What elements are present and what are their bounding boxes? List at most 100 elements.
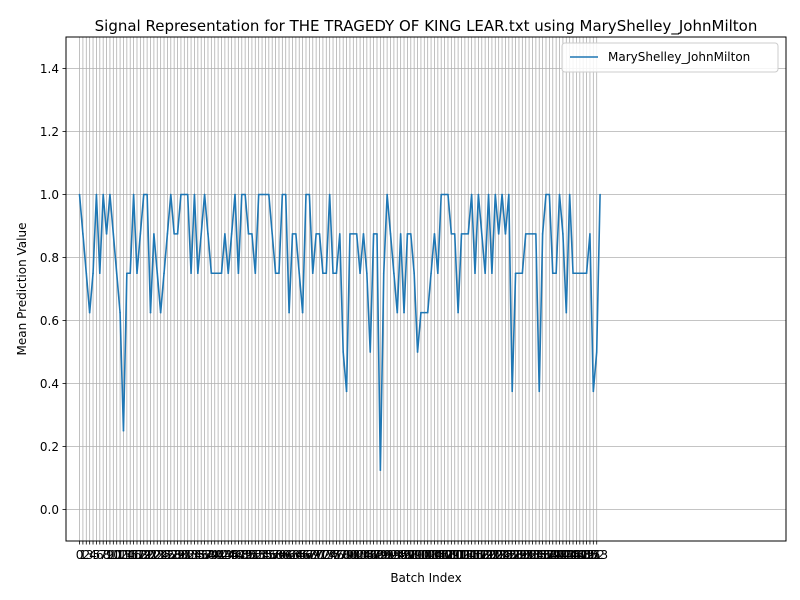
data-point xyxy=(295,233,297,235)
data-point xyxy=(146,193,148,196)
data-point xyxy=(291,233,294,235)
data-point xyxy=(220,272,223,275)
x-tick-label: 23 xyxy=(150,548,165,562)
data-point xyxy=(153,233,155,235)
data-point xyxy=(538,390,541,393)
x-tick-label: 132 xyxy=(514,548,537,562)
x-tick-label: 74 xyxy=(322,548,337,562)
x-tick-label: 44 xyxy=(221,548,236,562)
x-tick-label: 26 xyxy=(160,548,175,562)
data-point xyxy=(105,233,108,235)
x-tick-label: 96 xyxy=(396,548,411,562)
data-point xyxy=(136,272,138,275)
x-tick-label: 28 xyxy=(167,548,182,562)
x-tick-label: 146 xyxy=(562,548,585,562)
x-tick-label: 19 xyxy=(136,548,151,562)
x-tick-label: 2 xyxy=(82,548,90,562)
data-point xyxy=(163,272,165,275)
data-point xyxy=(251,233,253,235)
x-tick-label: 145 xyxy=(558,548,581,562)
data-point xyxy=(264,193,267,196)
data-point xyxy=(237,272,240,275)
x-tick-label: 153 xyxy=(585,548,608,562)
x-tick-label: 119 xyxy=(470,548,493,562)
x-tick-label: 76 xyxy=(329,548,344,562)
x-tick-label: 133 xyxy=(518,548,541,562)
x-tick-label: 33 xyxy=(183,548,198,562)
x-tick-label: 49 xyxy=(238,548,253,562)
data-point xyxy=(413,272,415,275)
data-point xyxy=(301,311,304,314)
data-point xyxy=(362,233,365,235)
data-point xyxy=(217,272,219,275)
chart-title: Signal Representation for THE TRAGEDY OF… xyxy=(95,17,758,36)
data-point xyxy=(352,233,355,235)
x-tick-label: 62 xyxy=(281,548,296,562)
x-tick-label: 90 xyxy=(376,548,391,562)
x-tick-label: 16 xyxy=(126,548,141,562)
x-tick-label: 111 xyxy=(443,548,466,562)
data-point xyxy=(82,233,84,235)
x-tick-label: 1 xyxy=(79,548,87,562)
x-tick-label: 130 xyxy=(508,548,531,562)
x-tick-label: 116 xyxy=(460,548,483,562)
data-point xyxy=(99,272,101,275)
x-tick-label: 71 xyxy=(312,548,327,562)
data-point xyxy=(247,233,250,235)
data-point xyxy=(551,272,554,275)
data-point xyxy=(132,193,135,196)
data-point xyxy=(281,193,284,196)
series-lines xyxy=(78,193,601,471)
x-tick-label: 110 xyxy=(440,548,463,562)
x-tick-label: 58 xyxy=(268,548,283,562)
data-point xyxy=(487,193,490,196)
data-point xyxy=(342,351,344,353)
data-point xyxy=(464,233,466,235)
data-point xyxy=(257,193,260,196)
data-point xyxy=(308,193,311,196)
x-tick-label: 89 xyxy=(373,548,388,562)
x-tick-label: 105 xyxy=(423,548,446,562)
x-tick-label: 99 xyxy=(407,548,422,562)
x-tick-label: 127 xyxy=(497,548,520,562)
x-axis: 0123456789101112131415161718192021222324… xyxy=(76,541,608,562)
data-point xyxy=(548,193,551,196)
data-point xyxy=(477,193,480,196)
x-tick-label: 117 xyxy=(464,548,487,562)
x-tick-label: 56 xyxy=(261,548,276,562)
data-point xyxy=(484,272,486,275)
data-point xyxy=(460,233,463,235)
y-tick-label: 1.0 xyxy=(40,188,59,202)
x-tick-label: 126 xyxy=(494,548,517,562)
x-tick-label: 92 xyxy=(383,548,398,562)
x-tick-label: 94 xyxy=(390,548,405,562)
x-tick-label: 64 xyxy=(288,548,303,562)
data-point xyxy=(193,193,196,196)
data-point xyxy=(491,272,493,275)
data-point xyxy=(541,233,544,235)
x-tick-label: 15 xyxy=(123,548,138,562)
x-tick-label: 84 xyxy=(356,548,371,562)
y-tick-label: 0.8 xyxy=(40,251,59,265)
data-point xyxy=(254,272,257,275)
data-point xyxy=(508,193,510,196)
data-point xyxy=(582,272,584,275)
data-point xyxy=(420,311,422,314)
data-point xyxy=(115,272,118,275)
data-point xyxy=(122,429,125,432)
x-tick-label: 6 xyxy=(96,548,104,562)
data-point xyxy=(416,351,419,353)
x-tick-label: 22 xyxy=(146,548,161,562)
x-tick-label: 136 xyxy=(528,548,551,562)
x-tick-label: 122 xyxy=(480,548,503,562)
data-point xyxy=(453,233,456,235)
x-tick-label: 51 xyxy=(244,548,259,562)
x-tick-label: 70 xyxy=(309,548,324,562)
grid xyxy=(66,37,786,541)
data-point xyxy=(565,311,568,314)
x-tick-label: 40 xyxy=(207,548,222,562)
data-point xyxy=(325,272,328,275)
x-tick-label: 7 xyxy=(99,548,107,562)
data-point xyxy=(572,272,574,275)
y-axis: 0.0 0.2 0.4 0.6 0.8 1.0 1.2 1.4 xyxy=(40,62,66,517)
